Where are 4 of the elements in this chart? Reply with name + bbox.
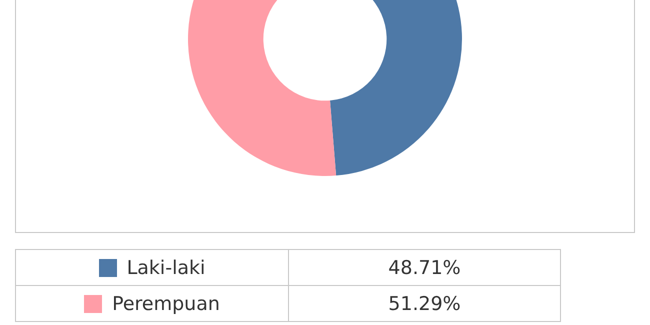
legend-label: Perempuan — [112, 292, 220, 315]
data-label: 51.29% — [288, 286, 560, 322]
legend-label: Laki-laki — [126, 256, 206, 279]
data-label: 48.71% — [288, 250, 560, 286]
